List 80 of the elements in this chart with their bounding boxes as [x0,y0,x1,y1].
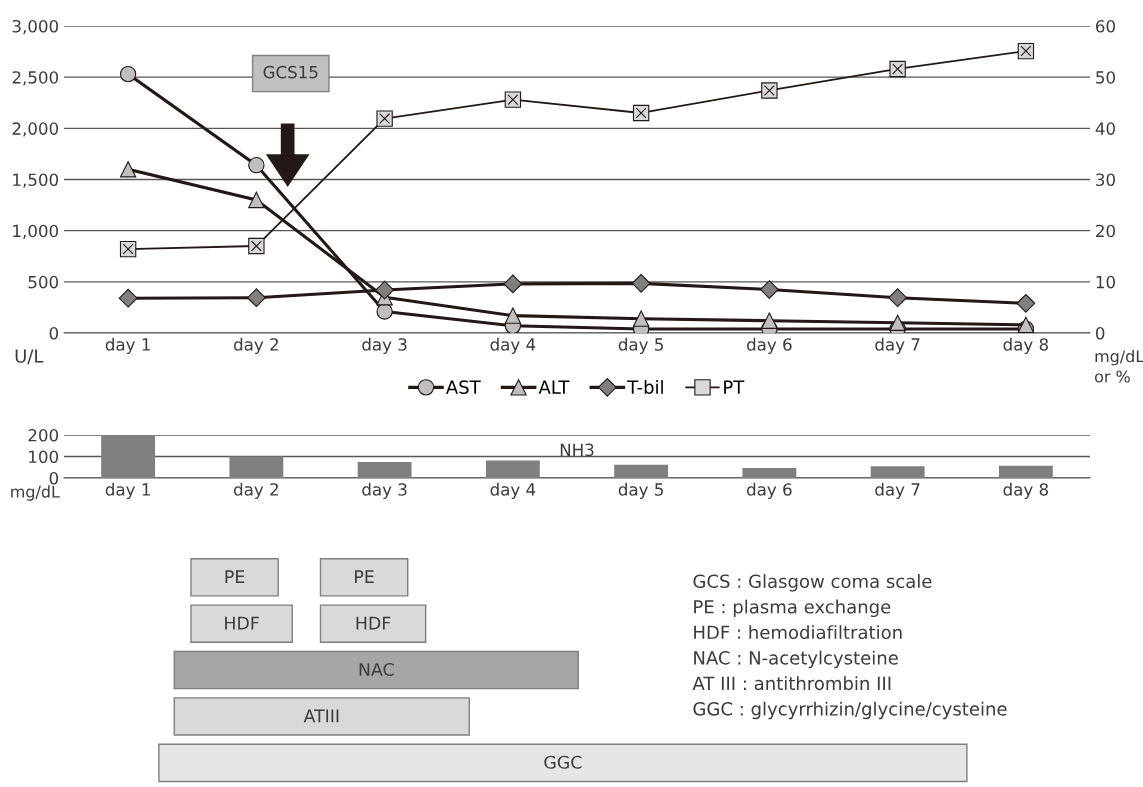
y-tick-label: 0 [49,471,59,485]
y-tick-label: 1,500 [13,173,59,188]
y-tick-label: 200 [28,428,59,442]
text: NAC [359,662,394,677]
point [248,156,265,174]
point [504,307,522,324]
bar [101,435,156,478]
y2-tick-label: 10 [1096,275,1115,289]
legend-label: AST [445,380,481,394]
x-tick-label: day 2 [234,337,278,354]
x-tick-label: day 5 [618,482,663,499]
x-tick-label: day 8 [1003,482,1049,499]
legend-label: PT [724,380,745,394]
y2-tick-label: 40 [1095,122,1115,135]
y-tick-label: 2,000 [12,122,59,137]
x-tick-label: day 3 [362,337,407,354]
y-tick-label: 100 [29,450,59,464]
x-tick-label: day 1 [105,337,150,354]
y-tick-label: 0 [49,326,59,340]
x-tick-label: day 8 [1003,337,1049,354]
point [631,273,651,293]
text: GGC : glycyrrhizin/glycine/cysteine [693,701,1007,720]
text: NAC : N-acetylcysteine [694,650,898,669]
point [888,288,908,308]
y2-tick-label: 50 [1096,71,1115,84]
x-tick-label: day 1 [105,482,150,499]
y2-tick-label: 0 [1095,326,1105,340]
y2-tick-label: 60 [1096,19,1115,33]
text: ATIII [303,709,339,723]
point [1017,316,1035,333]
x-tick-label: day 7 [875,482,920,499]
legend-label: ALT [538,380,570,394]
text: HDF [356,616,391,630]
x-tick-label: day 3 [362,482,407,499]
point [376,303,393,320]
x-tick-label: day 6 [747,482,792,499]
y-tick-label: 3,000 [12,19,59,35]
bar [229,456,284,478]
point [889,314,906,331]
x-tick-label: day 7 [875,337,920,354]
chart-title: NH3 [560,443,594,457]
point [119,65,137,83]
point [248,191,265,209]
point [761,312,778,329]
y-tick-label: 1,000 [13,224,59,239]
point [759,280,779,299]
point [632,310,650,327]
y2-tick-label: 20 [1096,224,1115,238]
bar [870,466,925,478]
bar [485,460,540,478]
y-axis-title: mg/dL [11,485,60,501]
y-tick-label: 2,500 [12,71,59,86]
point [118,288,138,308]
text: GCS : Glasgow coma scale [693,574,932,592]
point [375,280,395,300]
x-tick-label: day 2 [234,482,278,499]
text: PE [355,570,374,583]
text: GGC [544,755,582,769]
bar [614,464,669,478]
x-tick-label: day 4 [490,482,536,499]
x-tick-label: day 5 [618,337,663,354]
x-tick-label: day 4 [490,337,536,354]
text: HDF : hemodiafiltration [694,625,902,640]
bar [742,467,797,478]
point [1016,293,1036,313]
bar [998,465,1053,478]
point [246,288,266,308]
annotation: GCS15 [263,65,318,79]
y-tick-label: 500 [28,275,59,289]
point [119,161,137,178]
x-tick-label: day 6 [747,337,792,354]
y2-tick-label: 30 [1096,173,1115,187]
text: PE [225,570,245,583]
legend-label: T-bil [627,379,663,394]
point [503,274,523,294]
text: HDF [225,616,259,630]
bar [357,462,412,478]
y-axis-title: U/L [15,349,44,365]
text: PE : plasma exchange [694,599,891,618]
text: AT III : antithrombin III [692,676,891,691]
